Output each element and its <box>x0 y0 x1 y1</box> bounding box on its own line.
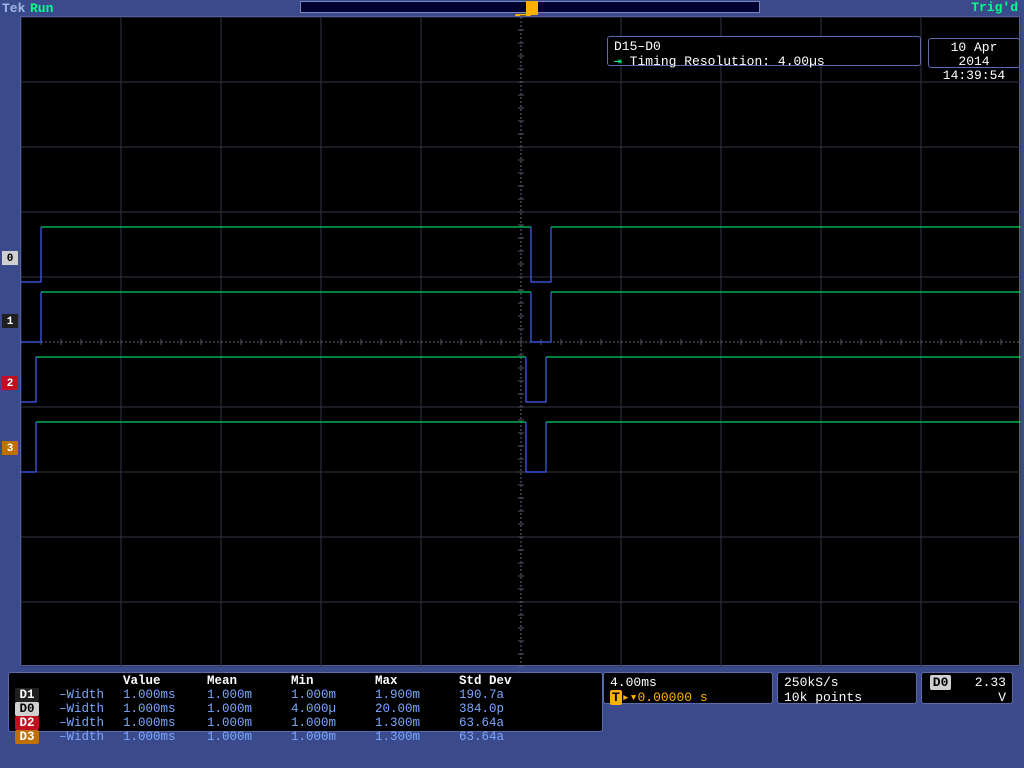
channel-marker-d0[interactable]: 0 <box>2 251 18 265</box>
threshold-panel: D0 2.33 V <box>921 672 1013 704</box>
meas-label: –Width <box>59 716 123 730</box>
waveform-low-d3 <box>21 422 546 472</box>
meas-max: 1.300m <box>375 730 459 744</box>
channel-marker-d3[interactable]: 3 <box>2 441 18 455</box>
meas-header: Max <box>375 674 459 688</box>
meas-min: 4.000µ <box>291 702 375 716</box>
meas-value: 1.000ms <box>123 716 207 730</box>
meas-value: 1.000ms <box>123 702 207 716</box>
delay-arrow-icon: ▸▾ <box>622 690 638 705</box>
timing-resolution-label: Timing Resolution: <box>630 54 770 69</box>
timebase-panel: 4.00ms T▸▾0.00000 s <box>603 672 773 704</box>
meas-header <box>59 674 123 688</box>
trigger-delay-value: 0.00000 s <box>637 690 707 705</box>
channel-marker-gutter: 0 1 2 3 <box>2 16 20 666</box>
meas-label: –Width <box>59 688 123 702</box>
date-value: 10 Apr 2014 <box>935 41 1013 69</box>
digital-channel-range: D15–D0 <box>614 39 914 54</box>
meas-header <box>15 674 59 688</box>
meas-mean: 1.000m <box>207 688 291 702</box>
digital-status-panel: D15–D0 ⇥ Timing Resolution: 4.00µs <box>607 36 921 66</box>
meas-label: –Width <box>59 702 123 716</box>
meas-max: 1.900m <box>375 688 459 702</box>
time-value: 14:39:54 <box>935 69 1013 83</box>
meas-mean: 1.000m <box>207 730 291 744</box>
trigger-status: Trig'd <box>971 0 1018 15</box>
meas-max: 1.300m <box>375 716 459 730</box>
waveform-low-d0 <box>21 227 551 282</box>
meas-value: 1.000ms <box>123 730 207 744</box>
acquisition-overview-bar <box>300 1 760 13</box>
meas-value: 1.000ms <box>123 688 207 702</box>
meas-header: Min <box>291 674 375 688</box>
waveform-low-d2 <box>21 357 546 402</box>
meas-header: Mean <box>207 674 291 688</box>
meas-mean: 1.000m <box>207 702 291 716</box>
meas-channel-badge: D1 <box>15 688 59 702</box>
meas-mean: 1.000m <box>207 716 291 730</box>
brand-logo: Tek <box>0 1 28 16</box>
meas-channel-badge: D3 <box>15 730 59 744</box>
meas-std: 190.7a <box>459 688 543 702</box>
channel-marker-d1[interactable]: 1 <box>2 314 18 328</box>
meas-header: Value <box>123 674 207 688</box>
acquisition-panel: 250kS/s 10k points <box>777 672 917 704</box>
meas-channel-badge: D0 <box>15 702 59 716</box>
meas-std: 63.64a <box>459 730 543 744</box>
horizontal-scale: 4.00ms <box>610 675 766 690</box>
acquisition-window-marker <box>526 1 538 15</box>
meas-label: –Width <box>59 730 123 744</box>
trigger-delay-icon: T <box>610 690 622 705</box>
meas-channel-badge: D2 <box>15 716 59 730</box>
threshold-channel: D0 <box>930 675 952 690</box>
threshold-value: 2.33 V <box>975 675 1006 705</box>
meas-min: 1.000m <box>291 730 375 744</box>
measurements-panel: ValueMeanMinMaxStd DevD1–Width1.000ms1.0… <box>8 672 603 732</box>
record-length: 10k points <box>784 690 910 705</box>
meas-std: 63.64a <box>459 716 543 730</box>
waveform-display[interactable] <box>20 16 1020 666</box>
top-bar: Tek Run Trig'd <box>0 0 1024 16</box>
meas-std: 384.0p <box>459 702 543 716</box>
sample-rate: 250kS/s <box>784 675 910 690</box>
timing-icon: ⇥ <box>614 54 622 69</box>
waveform-low-d1 <box>21 292 551 342</box>
meas-min: 1.000m <box>291 716 375 730</box>
datetime-panel: 10 Apr 2014 14:39:54 <box>928 38 1020 68</box>
meas-header: Std Dev <box>459 674 543 688</box>
run-status: Run <box>30 1 53 16</box>
meas-max: 20.00m <box>375 702 459 716</box>
timing-resolution-value: 4.00µs <box>778 54 825 69</box>
channel-marker-d2[interactable]: 2 <box>2 376 18 390</box>
meas-min: 1.000m <box>291 688 375 702</box>
